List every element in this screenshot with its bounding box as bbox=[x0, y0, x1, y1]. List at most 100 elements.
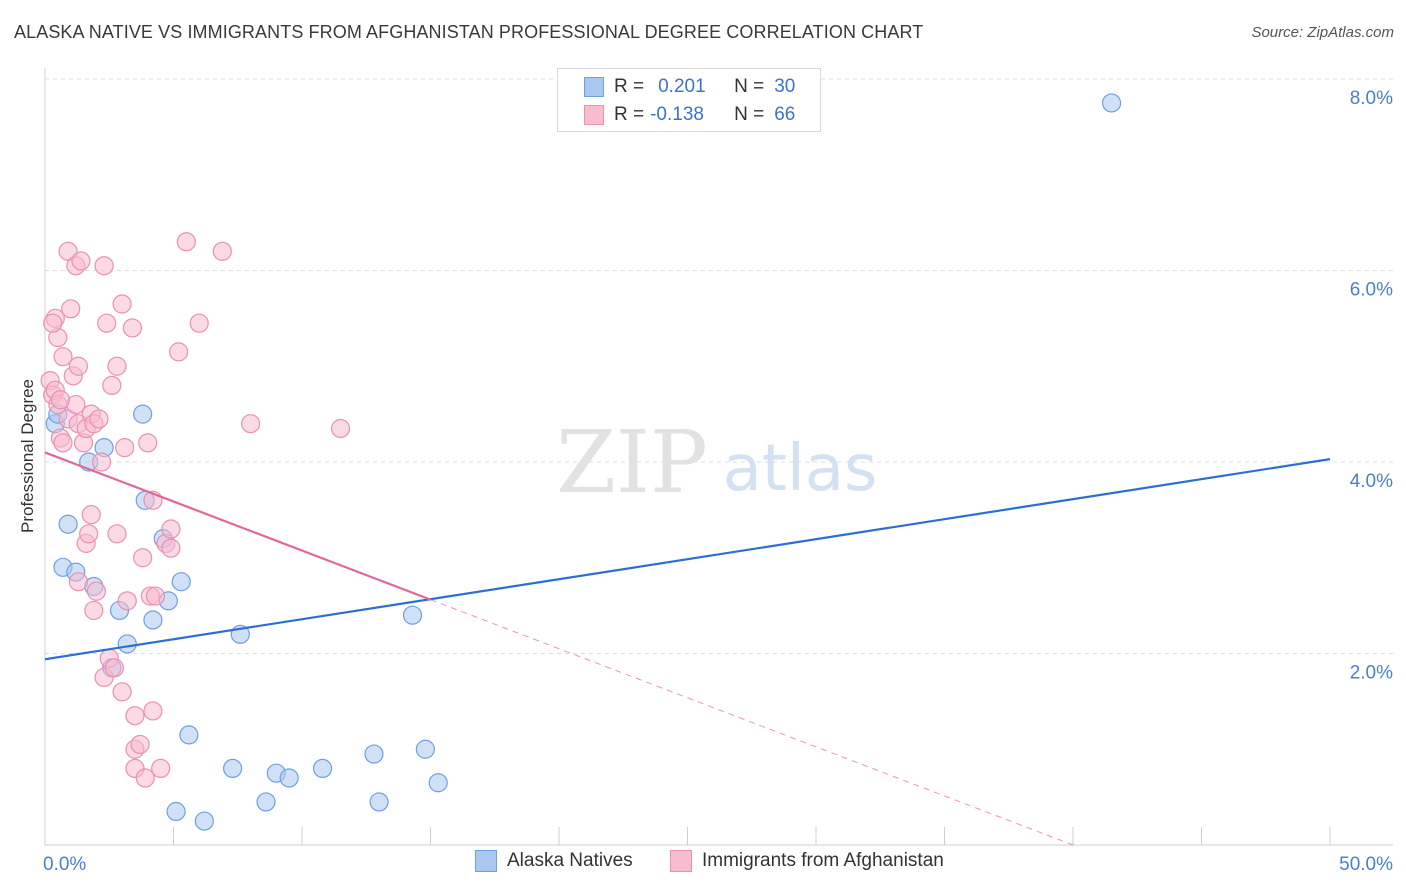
watermark: ZIP atlas bbox=[556, 413, 877, 513]
point-immigrants-afghanistan bbox=[117, 591, 137, 611]
x-tick-label: 0.0% bbox=[43, 854, 86, 875]
point-alaska-natives bbox=[179, 725, 199, 745]
point-immigrants-afghanistan bbox=[79, 524, 99, 544]
point-immigrants-afghanistan bbox=[86, 581, 107, 601]
point-immigrants-afghanistan bbox=[61, 299, 81, 319]
bottom-legend-swatch-alaska bbox=[475, 850, 497, 872]
bottom-legend-afghanistan: Immigrants from Afghanistan bbox=[670, 850, 944, 872]
trend-line-immigrants-afghanistan bbox=[44, 451, 431, 601]
point-immigrants-afghanistan bbox=[43, 313, 63, 333]
legend-swatch-alaska bbox=[584, 77, 604, 97]
trend-line-immigrants-afghanistan-dashed bbox=[430, 599, 1074, 846]
point-alaska-natives bbox=[223, 758, 243, 779]
legend-r-label: R = bbox=[614, 76, 645, 97]
point-alaska-natives bbox=[58, 514, 78, 534]
point-alaska-natives bbox=[117, 634, 137, 654]
point-immigrants-afghanistan bbox=[102, 375, 122, 395]
gridlines bbox=[45, 78, 1393, 654]
point-immigrants-afghanistan bbox=[151, 758, 171, 779]
point-immigrants-afghanistan bbox=[189, 313, 209, 333]
y-tick-label: 2.0% bbox=[1350, 663, 1393, 684]
y-tick-label: 6.0% bbox=[1350, 280, 1393, 301]
point-immigrants-afghanistan bbox=[68, 356, 89, 376]
legend-r-value: 0.201 bbox=[658, 76, 706, 97]
point-immigrants-afghanistan bbox=[138, 433, 158, 453]
bottom-legend: Alaska Natives Immigrants from Afghanist… bbox=[0, 850, 1406, 880]
point-immigrants-afghanistan bbox=[53, 433, 73, 453]
legend-n-value: 30 bbox=[774, 76, 796, 97]
point-immigrants-afghanistan bbox=[125, 706, 145, 726]
legend-row-alaska: R = 0.201 N = 30 bbox=[558, 73, 795, 101]
point-immigrants-afghanistan bbox=[145, 586, 166, 606]
point-immigrants-afghanistan bbox=[143, 701, 163, 721]
bottom-legend-alaska: Alaska Natives bbox=[475, 850, 633, 872]
bottom-legend-label: Immigrants from Afghanistan bbox=[702, 850, 944, 871]
tick-labels: 2.0% 4.0% 6.0% 8.0% 0.0% 50.0% bbox=[43, 88, 1393, 875]
point-immigrants-afghanistan bbox=[112, 682, 132, 702]
point-immigrants-afghanistan bbox=[212, 241, 232, 261]
point-immigrants-afghanistan bbox=[122, 318, 142, 338]
point-immigrants-afghanistan bbox=[161, 519, 181, 539]
point-immigrants-afghanistan bbox=[68, 572, 89, 592]
point-alaska-natives bbox=[428, 773, 448, 793]
point-immigrants-afghanistan bbox=[91, 452, 112, 472]
y-tick-label: 4.0% bbox=[1350, 471, 1393, 492]
point-alaska-natives bbox=[402, 605, 423, 625]
point-immigrants-afghanistan bbox=[176, 232, 196, 252]
bottom-legend-label: Alaska Natives bbox=[507, 850, 633, 871]
trend-line-alaska-natives bbox=[44, 458, 1331, 661]
point-alaska-natives bbox=[143, 610, 163, 630]
point-alaska-natives bbox=[415, 739, 435, 759]
point-immigrants-afghanistan bbox=[107, 356, 127, 376]
x-tick-label: 50.0% bbox=[1339, 854, 1393, 875]
legend-r-value: -0.138 bbox=[650, 104, 704, 125]
point-immigrants-afghanistan bbox=[53, 347, 73, 367]
point-alaska-natives bbox=[364, 744, 384, 764]
source-label: Source: ZipAtlas.com bbox=[1251, 24, 1394, 41]
legend-n-label: N = bbox=[734, 104, 765, 125]
point-immigrants-afghanistan bbox=[97, 313, 117, 333]
legend-n-label: N = bbox=[734, 76, 765, 97]
point-immigrants-afghanistan bbox=[94, 256, 114, 276]
point-immigrants-afghanistan bbox=[169, 342, 189, 362]
legend-n-value: 66 bbox=[774, 104, 796, 125]
point-immigrants-afghanistan bbox=[112, 294, 132, 314]
bottom-legend-swatch-afghanistan bbox=[670, 850, 692, 872]
point-immigrants-afghanistan bbox=[50, 390, 71, 410]
point-immigrants-afghanistan bbox=[133, 548, 153, 568]
point-immigrants-afghanistan bbox=[81, 505, 101, 525]
point-immigrants-afghanistan bbox=[89, 409, 109, 429]
trend-lines bbox=[44, 451, 1331, 846]
legend: R = 0.201 N = 30 R = -0.138 N = 66 bbox=[557, 68, 821, 132]
point-immigrants-afghanistan bbox=[241, 414, 261, 434]
point-alaska-natives bbox=[256, 792, 276, 812]
y-axis-label: Professional Degree bbox=[18, 379, 37, 533]
point-immigrants-afghanistan bbox=[115, 438, 135, 458]
chart-title: ALASKA NATIVE VS IMMIGRANTS FROM AFGHANI… bbox=[14, 22, 924, 42]
point-alaska-natives bbox=[194, 811, 214, 831]
point-immigrants-afghanistan bbox=[84, 600, 104, 621]
point-alaska-natives bbox=[171, 572, 191, 592]
point-alaska-natives bbox=[133, 404, 153, 424]
point-immigrants-afghanistan bbox=[135, 768, 155, 788]
legend-r-label: R = bbox=[614, 104, 645, 125]
point-immigrants-afghanistan bbox=[71, 251, 91, 271]
point-immigrants-afghanistan bbox=[330, 418, 351, 439]
point-alaska-natives bbox=[1101, 93, 1122, 113]
point-alaska-natives bbox=[369, 792, 389, 812]
point-immigrants-afghanistan bbox=[130, 734, 150, 755]
point-immigrants-afghanistan bbox=[161, 538, 181, 558]
y-tick-label: 8.0% bbox=[1350, 88, 1393, 109]
data-points bbox=[40, 93, 1122, 831]
point-alaska-natives bbox=[166, 801, 186, 822]
legend-swatch-afghanistan bbox=[584, 105, 604, 125]
watermark-zip: ZIP bbox=[556, 413, 708, 513]
point-alaska-natives bbox=[279, 768, 299, 788]
point-alaska-natives bbox=[312, 758, 333, 779]
legend-row-afghanistan: R = -0.138 N = 66 bbox=[558, 101, 795, 129]
point-immigrants-afghanistan bbox=[107, 524, 127, 544]
point-immigrants-afghanistan bbox=[104, 658, 124, 678]
watermark-atlas: atlas bbox=[723, 432, 878, 506]
axes bbox=[44, 68, 1393, 846]
